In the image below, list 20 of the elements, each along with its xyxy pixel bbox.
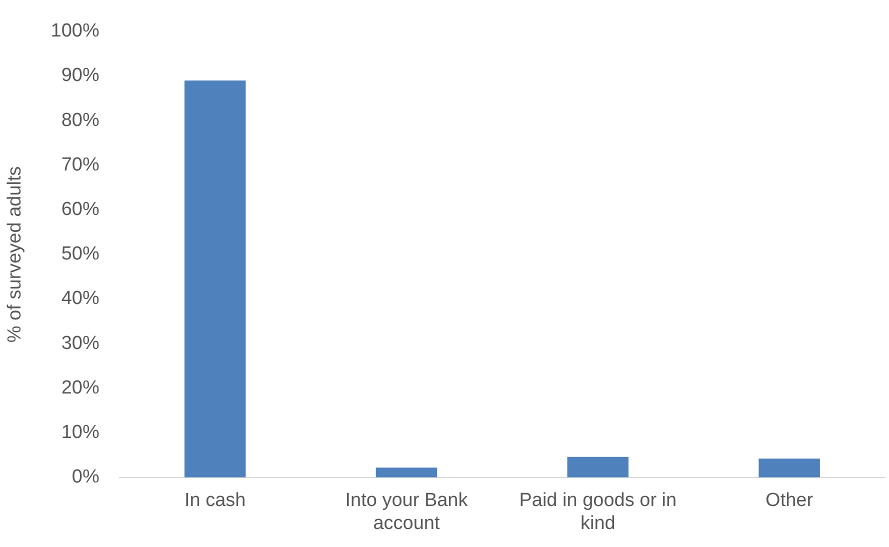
y-tick-label: 0%	[72, 466, 100, 488]
y-tick-label: 30%	[61, 332, 100, 354]
y-tick-label: 90%	[61, 65, 100, 86]
y-tick-label: 70%	[61, 154, 100, 176]
bar	[758, 458, 820, 478]
bar	[184, 80, 246, 478]
y-tick-label: 100%	[50, 20, 100, 42]
y-tick-label: 10%	[61, 422, 100, 444]
x-tick-label: Other	[766, 490, 814, 512]
y-tick-label: 80%	[61, 110, 100, 131]
y-tick-label: 50%	[61, 244, 100, 265]
bar	[567, 456, 629, 478]
x-tick-label: Paid in goods or in kind	[519, 490, 677, 534]
bar	[376, 468, 438, 478]
y-tick-label: 60%	[61, 199, 100, 220]
y-axis-title: % of surveyed adults	[4, 166, 26, 343]
y-tick-label: 40%	[61, 288, 100, 310]
x-tick-label: In cash	[184, 490, 246, 512]
x-tick-label: Into your Bank account	[345, 490, 468, 534]
y-tick-label: 20%	[61, 377, 100, 398]
